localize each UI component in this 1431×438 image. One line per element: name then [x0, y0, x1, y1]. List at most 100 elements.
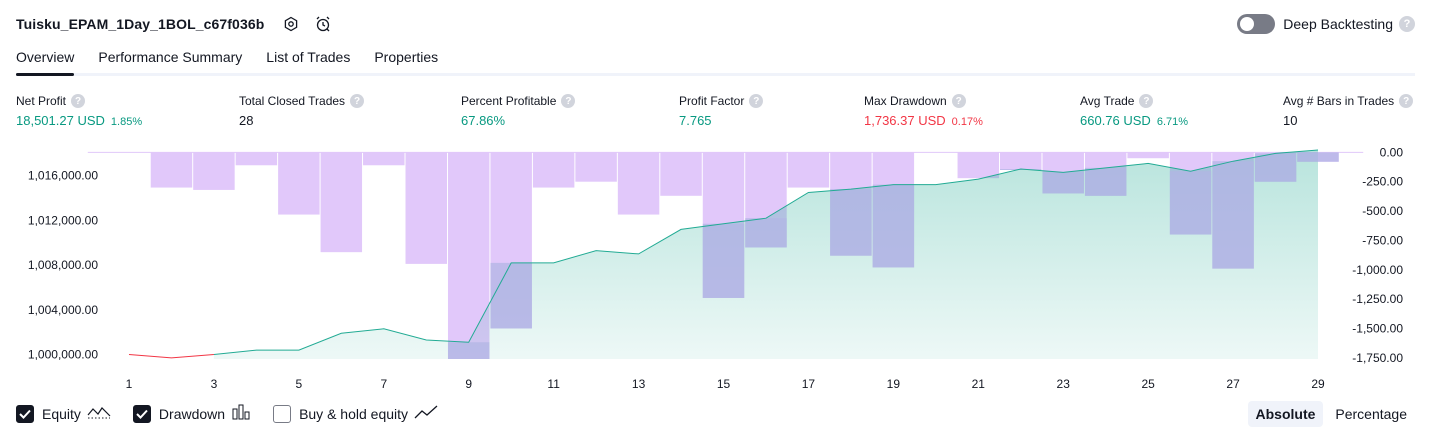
tab-properties[interactable]: Properties [374, 49, 439, 65]
drawdown-bar [405, 152, 447, 264]
metric-max-drawdown: Max Drawdown? 1,736.37 USD 0.17% [864, 93, 983, 128]
chart-legend: Equity Drawdown Buy & hold equity [16, 403, 460, 425]
tab-overview[interactable]: Overview [16, 46, 75, 76]
legend-equity[interactable]: Equity [16, 404, 111, 425]
metric-label: Avg Trade [1080, 94, 1135, 108]
legend-label: Equity [42, 406, 81, 422]
metric-avg-trade: Avg Trade? 660.76 USD 6.71% [1080, 93, 1188, 128]
settings-icon[interactable] [280, 13, 302, 35]
drawdown-checkbox[interactable] [132, 405, 151, 423]
x-axis-tick-label: 9 [465, 377, 472, 391]
right-axis-tick-label: -500.00 [1362, 204, 1403, 218]
x-axis-tick-label: 13 [632, 377, 646, 391]
drawdown-bar-overlap [702, 223, 745, 298]
x-axis-tick-label: 1 [126, 377, 133, 391]
x-axis-tick-label: 29 [1311, 377, 1325, 391]
right-axis-tick-label: -1,250.00 [1352, 292, 1403, 306]
help-icon[interactable]: ? [749, 94, 764, 108]
right-axis-tick-label: -1,500.00 [1352, 321, 1403, 335]
metric-label: Percent Profitable [461, 94, 557, 108]
equity-area [213, 150, 1318, 359]
scale-mode-toggle: Absolute Percentage [1244, 401, 1416, 427]
trend-line-icon [414, 404, 438, 425]
right-axis-tick-label: -250.00 [1362, 175, 1403, 189]
right-axis-tick-label: 0.00 [1380, 145, 1404, 159]
right-axis-tick-label: -750.00 [1362, 233, 1403, 247]
right-axis-tick-label: -1,750.00 [1352, 351, 1403, 365]
drawdown-bar [235, 152, 278, 166]
metric-value: 1,736.37 USD [864, 113, 946, 128]
drawdown-bar-overlap [1042, 172, 1084, 194]
drawdown-bar-overlap [1084, 167, 1127, 196]
buy-hold-checkbox[interactable] [273, 405, 292, 423]
legend-buy-hold[interactable]: Buy & hold equity [273, 404, 438, 425]
tab-performance-summary[interactable]: Performance Summary [98, 49, 243, 65]
x-axis-tick-label: 17 [802, 377, 816, 391]
metric-avg-bars: Avg # Bars in Trades? 10 [1283, 93, 1414, 128]
drawdown-bar [193, 152, 235, 190]
drawdown-bar-overlap [1254, 153, 1297, 182]
drawdown-bar-overlap [1169, 171, 1212, 235]
x-axis-tick-label: 25 [1141, 377, 1155, 391]
drawdown-bar-overlap [1297, 152, 1339, 162]
metric-value: 660.76 USD [1080, 113, 1151, 128]
left-axis-tick-label: 1,016,000.00 [28, 169, 98, 183]
drawdown-bar-overlap [872, 184, 915, 268]
drawdown-bar-overlap [447, 342, 490, 359]
drawdown-bar-overlap [1212, 161, 1254, 269]
report-tabs: Overview Performance Summary List of Tra… [16, 46, 1415, 76]
drawdown-bar [660, 152, 702, 196]
help-icon[interactable]: ? [1399, 94, 1414, 108]
metric-label: Profit Factor [679, 94, 745, 108]
drawdown-bar-overlap [745, 218, 787, 248]
drawdown-bar [278, 152, 320, 215]
left-axis-tick-label: 1,008,000.00 [28, 258, 98, 272]
drawdown-bar [363, 152, 405, 166]
alarm-clock-icon[interactable] [312, 13, 334, 35]
help-icon[interactable]: ? [1399, 16, 1415, 32]
drawdown-bar [1127, 152, 1169, 159]
strategy-header: Tuisku_EPAM_1Day_1BOL_c67f036b [16, 10, 334, 38]
legend-label: Drawdown [158, 406, 226, 422]
left-axis-tick-label: 1,004,000.00 [28, 303, 98, 317]
equity-line [213, 149, 1319, 355]
metric-profit-factor: Profit Factor? 7.765 [679, 93, 764, 128]
drawdown-bar [957, 152, 1000, 179]
x-axis-tick-label: 5 [296, 377, 303, 391]
strategy-name: Tuisku_EPAM_1Day_1BOL_c67f036b [16, 16, 265, 32]
left-axis-tick-label: 1,000,000.00 [28, 348, 98, 362]
bar-chart-icon [231, 404, 251, 425]
drawdown-bar [1000, 152, 1042, 170]
metric-percent: 6.71% [1156, 116, 1189, 128]
metric-percent: 0.17% [951, 116, 983, 128]
deep-backtesting-label: Deep Backtesting [1283, 16, 1393, 32]
drawdown-bar [320, 152, 363, 253]
metric-value: 7.765 [679, 113, 712, 128]
metric-percent: 1.85% [110, 116, 143, 128]
drawdown-bar [532, 152, 575, 188]
percentage-button[interactable]: Percentage [1335, 406, 1407, 422]
tab-list-of-trades[interactable]: List of Trades [266, 49, 351, 65]
drawdown-bar-overlap [830, 189, 872, 256]
help-icon[interactable]: ? [561, 94, 576, 108]
metric-value: 67.86% [461, 113, 506, 128]
absolute-button[interactable]: Absolute [1247, 401, 1324, 427]
equity-line-loss [128, 354, 214, 359]
help-icon[interactable]: ? [350, 94, 365, 108]
help-icon[interactable]: ? [1139, 94, 1154, 108]
toggle-knob [1240, 17, 1255, 31]
help-icon[interactable]: ? [951, 94, 966, 108]
deep-backtesting-toggle[interactable] [1237, 14, 1276, 34]
drawdown-bar [787, 152, 830, 188]
legend-drawdown[interactable]: Drawdown [132, 404, 251, 425]
metric-label: Total Closed Trades [239, 94, 346, 108]
equity-checkbox[interactable] [16, 405, 34, 423]
metric-net-profit: Net Profit? 18,501.27 USD 1.85% [16, 93, 142, 128]
drawdown-bar [575, 152, 617, 182]
metric-value: 10 [1283, 113, 1298, 128]
x-axis-tick-label: 7 [380, 377, 387, 391]
help-icon[interactable]: ? [71, 94, 86, 108]
metric-value: 18,501.27 USD [16, 113, 105, 128]
x-axis-tick-label: 15 [717, 377, 731, 391]
x-axis-tick-label: 23 [1057, 377, 1071, 391]
